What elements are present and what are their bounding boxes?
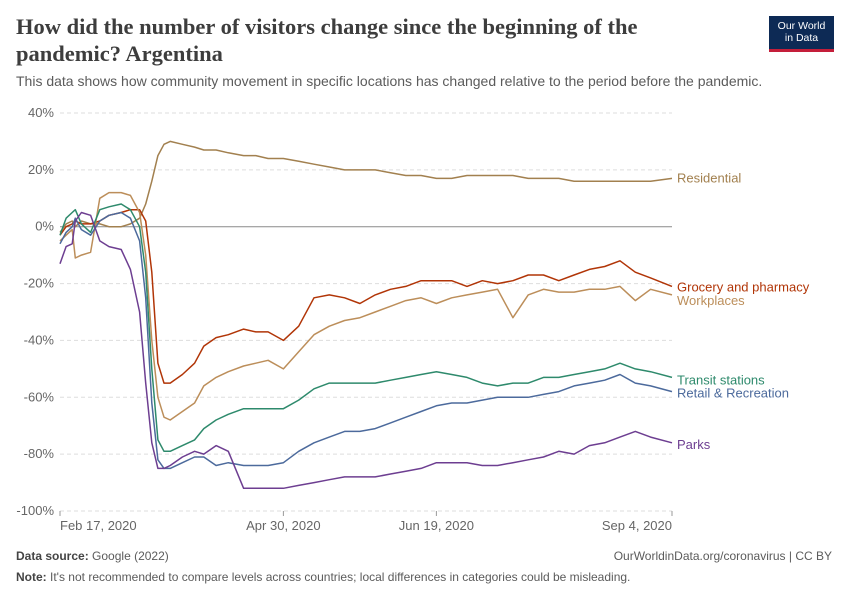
series-label: Grocery and pharmacy xyxy=(677,279,810,294)
series-label: Retail & Recreation xyxy=(677,386,789,401)
y-tick-label: -100% xyxy=(16,503,54,518)
series-label: Residential xyxy=(677,170,741,185)
y-tick-label: 0% xyxy=(35,219,54,234)
logo-line1: Our World xyxy=(777,20,826,32)
logo-line2: in Data xyxy=(784,32,819,44)
x-axis: Feb 17, 2020 Apr 30, 2020 Jun 19, 2020 Sep … xyxy=(59,511,673,533)
data-source: Data source: Google (2022) xyxy=(16,549,169,563)
site-link[interactable]: OurWorldinData.org/coronavirus | CC BY xyxy=(613,549,832,563)
y-tick-label: -80% xyxy=(24,446,55,461)
note-label: Note: xyxy=(16,570,47,584)
y-tick-label: -60% xyxy=(24,389,55,404)
series-line-retail-recreation xyxy=(59,211,673,470)
chart-subtitle: This data shows how community movement i… xyxy=(16,73,763,89)
y-tick-label: 40% xyxy=(28,105,54,120)
series-line-transit-stations xyxy=(59,203,673,453)
y-axis: 40% 20% 0% -20% -40% -60% -80% -100% xyxy=(16,105,54,518)
chart-title: How did the number of visitors change si… xyxy=(16,14,638,66)
series-labels: Residential Grocery and pharmacyWorkplace… xyxy=(677,170,810,451)
y-tick-label: -40% xyxy=(24,332,55,347)
series-label: Workplaces xyxy=(677,293,745,308)
x-tick-label: Apr 30, 2020 xyxy=(246,518,320,533)
series-label: Transit stations xyxy=(677,372,765,387)
x-tick-label: Sep 4, 2020 xyxy=(602,518,672,533)
source-link[interactable]: Google (2022) xyxy=(92,549,169,563)
grid xyxy=(60,112,672,512)
series-lines xyxy=(59,140,673,490)
source-label: Data source: xyxy=(16,549,89,563)
series-line-grocery-and-pharmacy xyxy=(59,208,673,384)
y-tick-label: -20% xyxy=(24,276,55,291)
chart-note: Note: It's not recommended to compare le… xyxy=(16,570,630,584)
x-tick-label: Jun 19, 2020 xyxy=(399,518,474,533)
series-line-residential xyxy=(59,140,673,233)
x-tick-label: Feb 17, 2020 xyxy=(60,518,137,533)
series-line-workplaces xyxy=(59,191,673,421)
series-label: Parks xyxy=(677,437,711,452)
owid-logo[interactable]: Our World in Data xyxy=(769,16,834,52)
note-text: It's not recommended to compare levels a… xyxy=(50,570,631,584)
series-line-parks xyxy=(59,211,673,490)
y-tick-label: 20% xyxy=(28,162,54,177)
